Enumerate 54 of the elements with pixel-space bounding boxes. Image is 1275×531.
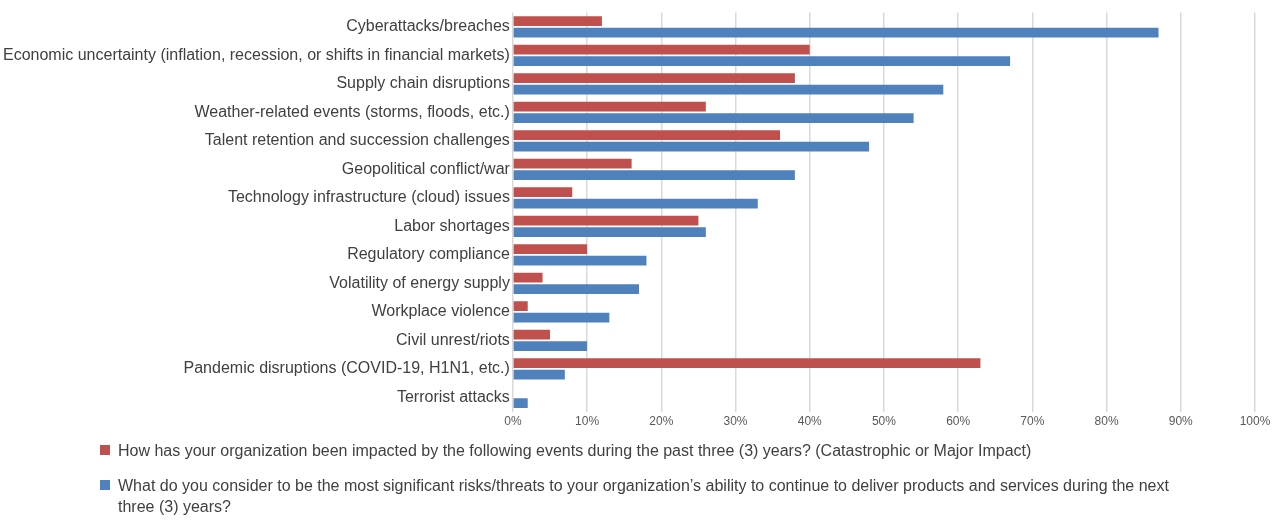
y-tick-label: Technology infrastructure (cloud) issues	[227, 188, 510, 206]
bar	[513, 56, 1011, 66]
bar	[513, 398, 528, 408]
y-tick-label: Economic uncertainty (inflation, recession, or shifts in financial markets)	[3, 45, 510, 63]
y-tick-label: Cyberattacks/breaches	[346, 17, 510, 35]
bar	[513, 44, 810, 55]
bar	[513, 73, 795, 83]
y-tick-label: Civil unrest/riots	[396, 330, 510, 348]
bar	[513, 255, 647, 266]
y-tick-label: Supply chain disruptions	[336, 74, 510, 92]
bar	[513, 187, 573, 197]
x-tick-label: 60%	[946, 414, 971, 429]
y-tick-label: Geopolitical conflict/war	[341, 159, 511, 177]
x-tick-label: 70%	[1020, 414, 1045, 429]
bar	[513, 329, 550, 340]
y-tick-label: Labor shortages	[394, 216, 510, 234]
y-tick-label: Workplace violence	[371, 302, 510, 320]
y-tick-label: Weather-related events (storms, floods, etc.)	[194, 102, 510, 120]
y-tick-label: Terrorist attacks	[396, 387, 510, 405]
legend-label: What do you consider to be the most significant risks/threats to your organization’s ability to continue to deliver products and services during the next three (3) years?	[118, 476, 1170, 517]
bar	[513, 341, 588, 351]
bar	[513, 301, 528, 311]
bar	[513, 358, 981, 368]
x-tick-label: 100%	[1239, 414, 1271, 429]
bar	[513, 27, 1159, 38]
bar	[513, 84, 944, 95]
bar	[513, 101, 706, 112]
y-tick-label: Volatility of energy supply	[329, 273, 510, 291]
bar	[513, 227, 706, 237]
bar	[513, 170, 795, 180]
bar	[513, 284, 640, 294]
bar	[513, 244, 588, 254]
x-tick-label: 90%	[1168, 414, 1194, 429]
bar	[513, 16, 602, 26]
x-tick-label: 0%	[504, 414, 522, 429]
bar	[513, 130, 781, 140]
x-tick-label: 20%	[649, 414, 674, 429]
legend-label: How has your organization been impacted by the following events during the past three (3) years? (Catastrophic or Major Impact)	[118, 441, 1032, 461]
x-tick-label: 10%	[575, 414, 600, 429]
bar	[513, 141, 870, 152]
y-tick-label: Regulatory compliance	[347, 245, 510, 263]
y-tick-label: Talent retention and succession challenges	[204, 131, 510, 149]
bar	[513, 113, 914, 123]
bar	[513, 312, 610, 323]
bar	[513, 215, 699, 226]
x-tick-label: 80%	[1094, 414, 1119, 429]
x-tick-label: 30%	[723, 414, 748, 429]
bar	[513, 369, 565, 380]
x-tick-label: 50%	[871, 414, 897, 429]
x-tick-label: 40%	[797, 414, 823, 429]
bar	[513, 272, 543, 283]
bar	[513, 198, 758, 209]
y-tick-label: Pandemic disruptions (COVID-19, H1N1, etc.)	[183, 359, 510, 377]
bar	[513, 158, 632, 169]
